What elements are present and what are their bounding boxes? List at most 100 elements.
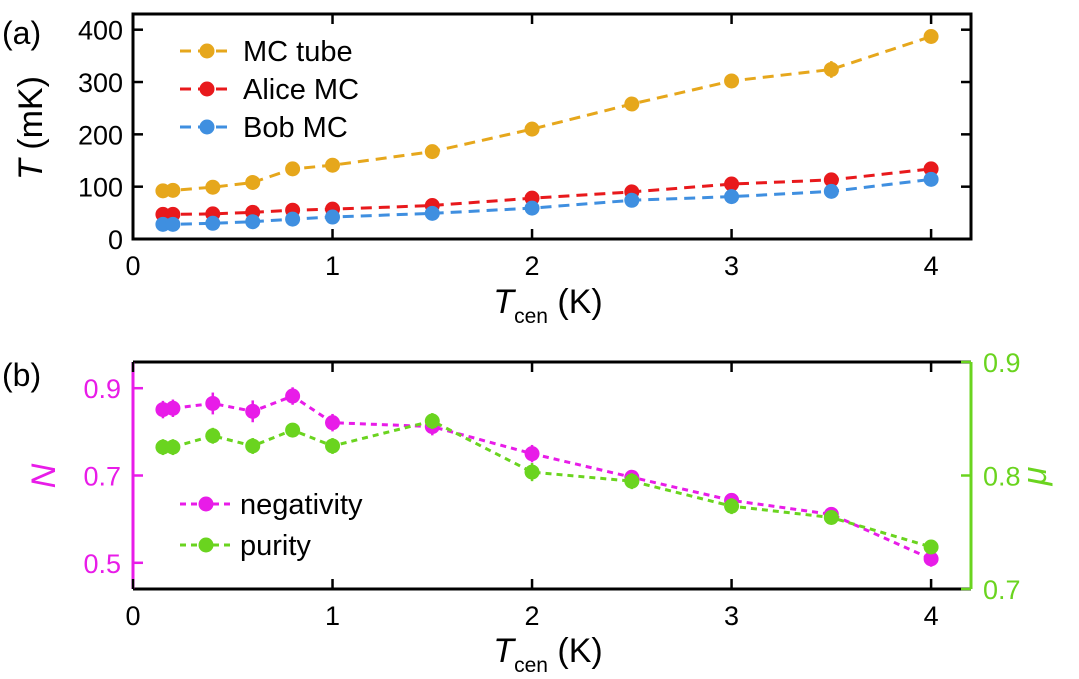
b-x-tick-label: 3 bbox=[724, 601, 739, 631]
legend-label-purity: purity bbox=[240, 530, 311, 562]
data-point-bob-mc bbox=[923, 171, 939, 187]
data-point-bob-mc bbox=[285, 211, 301, 227]
data-point-mc-tube bbox=[624, 96, 640, 112]
panel-a-series bbox=[155, 29, 939, 232]
b-left-tick-label: 0.9 bbox=[83, 374, 121, 404]
legend-label-bob-mc: Bob MC bbox=[243, 112, 348, 144]
b-right-tick-label: 0.7 bbox=[983, 575, 1021, 605]
data-point-negativity bbox=[205, 395, 221, 411]
data-point-bob-mc bbox=[624, 192, 640, 208]
data-point-bob-mc bbox=[165, 216, 181, 232]
series-line-negativity bbox=[162, 394, 932, 561]
panel-b-legend: negativity purity bbox=[180, 489, 363, 562]
data-point-mc-tube bbox=[285, 161, 301, 177]
a-x-tick-label: 0 bbox=[125, 251, 140, 281]
b-x-tick-label: 0 bbox=[125, 601, 140, 631]
panel-a-x-axis-title: Tcen (K) bbox=[493, 283, 602, 328]
data-point-purity bbox=[624, 473, 640, 489]
data-point-bob-mc bbox=[325, 209, 341, 225]
data-point-bob-mc bbox=[823, 183, 839, 199]
a-y-tick-label: 100 bbox=[78, 173, 123, 203]
data-point-bob-mc bbox=[205, 215, 221, 231]
panel-b-x-axis-unit: (K) bbox=[548, 632, 603, 670]
data-point-mc-tube bbox=[165, 182, 181, 198]
panel-a-label: (a) bbox=[2, 15, 41, 51]
legend-marker-mc-tube bbox=[199, 43, 215, 59]
series-line-bob-mc bbox=[162, 177, 932, 226]
panel-b-series bbox=[155, 387, 939, 567]
data-point-mc-tube bbox=[245, 174, 261, 190]
panel-a-x-axis-symbol: T bbox=[493, 283, 516, 321]
series-line-purity bbox=[162, 419, 932, 549]
data-point-mc-tube bbox=[923, 29, 939, 44]
data-point-bob-mc bbox=[424, 205, 440, 221]
data-point-purity bbox=[325, 438, 341, 454]
data-point-purity bbox=[245, 438, 261, 454]
b-left-tick-label: 0.5 bbox=[83, 549, 121, 579]
data-point-purity bbox=[165, 439, 181, 455]
panel-a-y-axis-title: T (mK) bbox=[12, 76, 50, 180]
data-point-bob-mc bbox=[524, 200, 540, 216]
data-point-negativity bbox=[325, 415, 341, 431]
a-x-tick-label: 2 bbox=[525, 251, 540, 281]
panel-b-ticks: 0 1 2 3 4 0.5 0.7 0.9 0.7 0.8 0.9 bbox=[83, 348, 1020, 631]
legend-label-negativity: negativity bbox=[240, 489, 363, 521]
data-point-mc-tube bbox=[524, 121, 540, 137]
b-right-tick-label: 0.9 bbox=[983, 348, 1021, 378]
panel-a-y-axis-symbol: T bbox=[12, 157, 50, 180]
panel-a: (a) 0 1 2 3 4 0 100 200 300 400 MC tube Alice MC … bbox=[2, 12, 973, 328]
a-y-tick-label: 300 bbox=[78, 68, 123, 98]
legend-label-mc-tube: MC tube bbox=[243, 36, 353, 68]
panel-a-y-axis-unit: (mK) bbox=[12, 76, 50, 159]
a-y-tick-label: 200 bbox=[78, 120, 123, 150]
data-point-purity bbox=[524, 464, 540, 480]
data-point-bob-mc bbox=[724, 189, 740, 205]
data-point-alice-mc bbox=[823, 172, 839, 188]
data-point-mc-tube bbox=[325, 157, 341, 173]
data-point-purity bbox=[205, 428, 221, 444]
data-point-negativity bbox=[245, 403, 261, 419]
panel-b-x-axis-symbol: T bbox=[493, 632, 516, 670]
panel-a-x-axis-unit: (K) bbox=[548, 283, 603, 321]
b-x-tick-label: 4 bbox=[924, 601, 939, 631]
data-point-purity bbox=[724, 498, 740, 514]
data-point-purity bbox=[424, 413, 440, 429]
panel-b-x-axis-title: Tcen (K) bbox=[493, 632, 602, 677]
panel-b-right-axis-title: μ bbox=[1016, 466, 1054, 486]
a-y-tick-label: 0 bbox=[108, 225, 123, 255]
panel-a-ticks: 0 1 2 3 4 0 100 200 300 400 bbox=[78, 14, 971, 281]
b-left-tick-label: 0.7 bbox=[83, 462, 121, 492]
panel-a-plot-frame bbox=[131, 12, 973, 241]
legend-marker-alice-mc bbox=[199, 81, 215, 97]
legend-marker-purity bbox=[198, 537, 214, 553]
a-x-tick-label: 4 bbox=[924, 251, 939, 281]
data-point-negativity bbox=[285, 388, 301, 404]
panel-b-x-axis-subscript: cen bbox=[514, 654, 548, 677]
data-point-purity bbox=[285, 422, 301, 438]
panel-b: (b) 0 1 2 3 4 0.5 0.7 0.9 0.7 0.8 0.9 negativity p… bbox=[2, 348, 1054, 677]
data-point-bob-mc bbox=[245, 214, 261, 230]
data-point-purity bbox=[923, 539, 939, 555]
legend-marker-negativity bbox=[198, 496, 214, 512]
data-point-purity bbox=[823, 509, 839, 525]
data-point-mc-tube bbox=[823, 61, 839, 77]
data-point-mc-tube bbox=[724, 73, 740, 89]
data-point-negativity bbox=[524, 446, 540, 462]
b-x-tick-label: 1 bbox=[325, 601, 340, 631]
data-point-mc-tube bbox=[424, 144, 440, 160]
panel-a-x-axis-subscript: cen bbox=[514, 305, 548, 328]
data-point-negativity bbox=[923, 551, 939, 567]
panel-b-left-axis-title: N bbox=[25, 463, 63, 488]
legend-marker-bob-mc bbox=[199, 119, 215, 135]
data-point-alice-mc bbox=[724, 176, 740, 192]
data-point-alice-mc bbox=[923, 161, 939, 177]
b-x-tick-label: 2 bbox=[525, 601, 540, 631]
data-point-mc-tube bbox=[205, 179, 221, 195]
b-right-tick-label: 0.8 bbox=[983, 462, 1021, 492]
a-y-tick-label: 400 bbox=[78, 16, 123, 46]
panel-a-legend: MC tube Alice MC Bob MC bbox=[180, 36, 359, 144]
panel-b-label: (b) bbox=[2, 357, 41, 393]
a-x-tick-label: 1 bbox=[325, 251, 340, 281]
a-x-tick-label: 3 bbox=[724, 251, 739, 281]
